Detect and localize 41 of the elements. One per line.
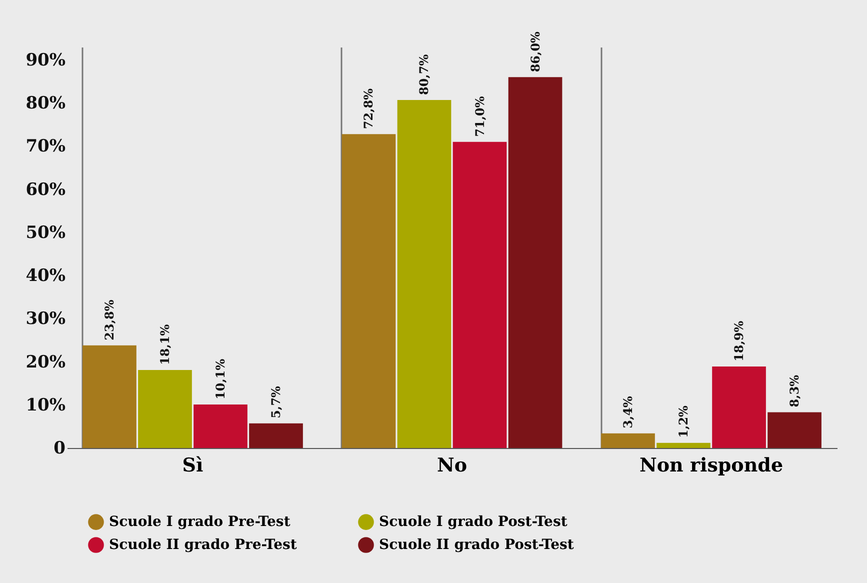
y-tick-label: 50% (26, 222, 66, 243)
data-label: 5,7% (269, 386, 284, 418)
legend-label: Scuole I grado Pre-Test (109, 514, 291, 530)
bar (601, 433, 655, 448)
bar (768, 412, 822, 448)
y-tick-label: 70% (26, 136, 66, 157)
data-label: 8,3% (788, 374, 802, 408)
data-label: 3,4% (620, 395, 635, 428)
bar (656, 442, 710, 448)
bar (508, 77, 562, 448)
y-tick-label: 90% (26, 50, 66, 70)
y-tick-label: 80% (26, 94, 66, 114)
bar (397, 100, 452, 448)
data-label: 71,0% (472, 96, 487, 137)
y-tick-label: 20% (26, 352, 66, 372)
bar (194, 404, 248, 448)
legend-label: Scuole II grado Pre-Test (109, 537, 298, 553)
y-tick-label: 10% (26, 395, 66, 416)
bar (712, 366, 766, 448)
data-label: 86,0% (528, 30, 542, 72)
data-label: 72,8% (362, 88, 376, 130)
y-tick-label: 60% (26, 180, 66, 200)
bar (82, 345, 136, 448)
data-label: 18,9% (732, 320, 746, 362)
bar (249, 423, 303, 448)
bar (342, 134, 396, 448)
x-tick-label: No (436, 454, 468, 476)
bar (138, 370, 192, 448)
y-tick-label: 0 (54, 438, 66, 458)
data-label: 1,2% (676, 404, 691, 438)
legend-label: Scuole II grado Post-Test (379, 537, 574, 553)
data-label: 23,8% (102, 299, 116, 340)
data-label: 80,7% (417, 54, 432, 96)
bar (452, 142, 507, 448)
y-tick-label: 40% (26, 266, 66, 286)
x-tick-label: Non risponde (639, 454, 784, 476)
y-tick-label: 30% (26, 309, 66, 330)
legend-label: Scuole I grado Post-Test (379, 514, 568, 530)
x-tick-label: Sì (182, 454, 204, 476)
data-label: 18,1% (158, 324, 172, 365)
data-label: 10,1% (213, 358, 228, 400)
